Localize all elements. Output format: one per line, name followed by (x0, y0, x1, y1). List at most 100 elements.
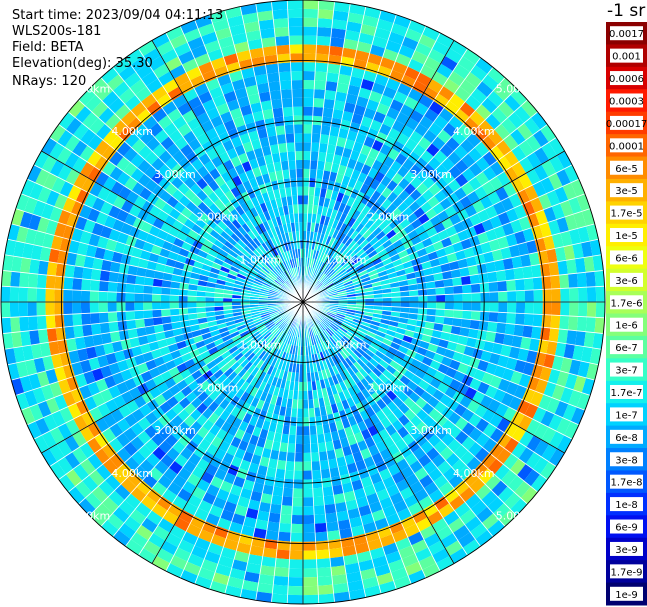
beta-sector (303, 142, 312, 152)
beta-sector (267, 458, 278, 469)
beta-sector (560, 387, 574, 404)
beta-sector (190, 420, 203, 434)
beta-sector (532, 181, 547, 198)
beta-sector (250, 343, 260, 353)
beta-sector (391, 296, 401, 302)
beta-sector (471, 347, 484, 360)
beta-sector (273, 161, 283, 172)
beta-sector (130, 56, 149, 73)
beta-sector (280, 311, 289, 318)
beta-sector (263, 230, 271, 241)
beta-sector (408, 569, 426, 584)
beta-sector (449, 495, 466, 511)
beta-sector (263, 318, 273, 325)
beta-sector (463, 117, 479, 133)
beta-sector (277, 451, 288, 462)
beta-sector (37, 400, 52, 418)
beta-sector (151, 85, 168, 101)
beta-sector (365, 384, 376, 396)
beta-sector (120, 110, 137, 127)
beta-sector (46, 261, 58, 277)
beta-sector (134, 310, 144, 320)
beta-sector (234, 448, 246, 460)
beta-sector (303, 399, 309, 409)
beta-sector (213, 257, 224, 266)
beta-sector (293, 115, 303, 125)
beta-sector (215, 209, 226, 221)
beta-sector (569, 287, 579, 302)
beta-sector (405, 117, 420, 131)
beta-sector (293, 258, 298, 268)
beta-sector (326, 327, 335, 336)
beta-sector (254, 473, 267, 485)
beta-sector (279, 80, 292, 90)
beta-sector (257, 582, 274, 594)
beta-sector (109, 135, 125, 152)
beta-sector (190, 170, 203, 184)
beta-sector (405, 473, 420, 487)
beta-sector (418, 34, 437, 49)
beta-sector (325, 328, 333, 337)
beta-sector (39, 342, 52, 358)
beta-sector (468, 235, 481, 248)
beta-sector (229, 330, 240, 339)
ray-line (179, 301, 304, 579)
beta-sector (112, 57, 131, 75)
beta-sector (64, 451, 81, 470)
beta-sector (489, 291, 499, 302)
beta-sector (487, 129, 504, 146)
beta-sector (314, 71, 328, 82)
beta-sector (317, 333, 324, 343)
beta-sector (224, 585, 243, 598)
beta-sector (213, 224, 224, 235)
beta-sector (83, 395, 98, 411)
beta-sector (337, 428, 347, 440)
beta-sector (516, 399, 531, 415)
beta-sector (461, 167, 476, 182)
beta-sector (415, 517, 432, 532)
beta-sector (120, 390, 134, 405)
beta-sector (449, 40, 468, 57)
beta-sector (556, 151, 573, 169)
beta-sector (500, 197, 514, 212)
beta-sector (215, 27, 232, 41)
beta-sector (65, 117, 83, 135)
beta-sector (171, 274, 182, 283)
beta-sector (199, 212, 211, 224)
beta-sector (328, 227, 336, 238)
beta-sector (316, 285, 325, 292)
beta-sector (197, 249, 209, 259)
beta-sector (157, 115, 173, 130)
beta-sector (336, 510, 350, 522)
beta-sector (360, 377, 371, 389)
beta-sector (392, 239, 404, 249)
beta-sector (364, 334, 375, 342)
beta-sector (231, 348, 241, 358)
beta-sector (94, 448, 110, 465)
beta-sector (410, 235, 422, 246)
beta-sector (239, 459, 251, 471)
beta-sector (479, 394, 493, 409)
beta-sector (314, 250, 320, 260)
beta-sector (178, 80, 195, 95)
beta-sector (247, 254, 257, 263)
beta-sector (313, 398, 320, 409)
beta-sector (219, 480, 233, 493)
beta-sector (474, 253, 486, 266)
beta-sector (180, 320, 191, 328)
beta-sector (334, 354, 342, 364)
beta-sector (474, 338, 486, 351)
beta-sector (240, 191, 251, 202)
beta-sector (281, 496, 293, 507)
beta-sector (541, 444, 557, 462)
beta-sector (70, 200, 84, 217)
beta-sector (184, 235, 196, 246)
beta-sector (559, 315, 570, 330)
beta-sector (321, 369, 328, 380)
beta-sector (292, 106, 303, 116)
beta-sector (200, 244, 211, 254)
beta-sector (36, 302, 46, 316)
beta-sector (132, 217, 145, 230)
beta-sector (431, 329, 443, 339)
beta-sector (423, 56, 441, 72)
